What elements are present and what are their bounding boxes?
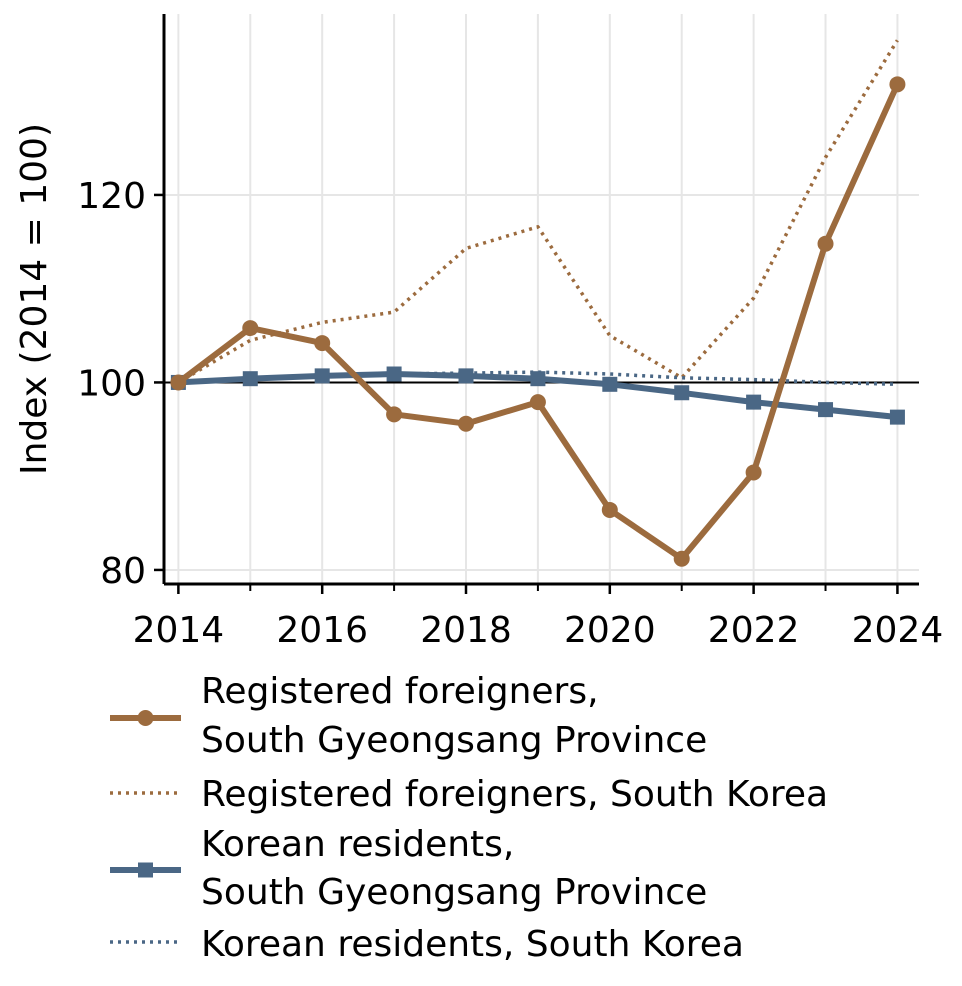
legend-item: Registered foreigners, South Korea bbox=[110, 774, 828, 815]
legend-label-line: Registered foreigners, bbox=[201, 671, 599, 712]
legend-item: Korean residents, South Korea bbox=[110, 924, 744, 965]
legend-label: Registered foreigners, South Gyeongsang P… bbox=[201, 671, 707, 761]
data-point-0 bbox=[673, 550, 690, 567]
x-tick-label: 2024 bbox=[852, 610, 944, 651]
legend-label: Registered foreigners, South Korea bbox=[201, 774, 828, 815]
data-point-0 bbox=[170, 374, 187, 391]
y-axis-title: Index (2014 = 100) bbox=[14, 123, 55, 475]
data-point-0 bbox=[242, 320, 259, 337]
data-point-2 bbox=[602, 376, 618, 392]
legend-label-line: Registered foreigners, South Korea bbox=[201, 774, 828, 815]
legend-label-line: Korean residents, South Korea bbox=[201, 924, 744, 965]
legend-label: Korean residents, South Gyeongsang Provin… bbox=[201, 824, 707, 913]
x-tick-label: 2022 bbox=[708, 610, 800, 651]
x-tick-label: 2018 bbox=[420, 610, 512, 651]
legend-item: Registered foreigners, South Gyeongsang P… bbox=[110, 671, 707, 761]
legend-label-line: South Gyeongsang Province bbox=[201, 872, 707, 913]
legend-label: Korean residents, South Korea bbox=[201, 924, 744, 965]
x-tick-label: 2014 bbox=[133, 610, 225, 651]
data-point-0 bbox=[386, 406, 403, 423]
y-tick-label: 80 bbox=[100, 551, 146, 592]
data-point-0 bbox=[314, 335, 331, 352]
legend-marker bbox=[137, 710, 154, 726]
data-point-0 bbox=[458, 415, 474, 432]
data-point-0 bbox=[817, 235, 834, 252]
data-point-2 bbox=[242, 371, 258, 387]
legend: Registered foreigners, South Gyeongsang P… bbox=[110, 671, 828, 965]
data-point-2 bbox=[386, 366, 402, 382]
data-point-0 bbox=[745, 464, 762, 481]
data-point-2 bbox=[889, 409, 905, 425]
x-tick-label: 2020 bbox=[564, 610, 656, 651]
y-tick-label: 100 bbox=[77, 363, 146, 404]
data-point-2 bbox=[530, 371, 546, 387]
legend-item: Korean residents, South Gyeongsang Provin… bbox=[110, 824, 707, 913]
data-point-0 bbox=[529, 394, 546, 411]
data-point-2 bbox=[746, 394, 762, 410]
x-tick-label: 2016 bbox=[276, 610, 368, 651]
data-point-0 bbox=[601, 501, 618, 518]
axes: 2014 2016 2018 2020 2022 2024 80 100 120 bbox=[77, 14, 943, 651]
data-point-2 bbox=[458, 368, 474, 384]
data-point-0 bbox=[889, 76, 906, 93]
series-line-1 bbox=[177, 39, 899, 384]
legend-marker bbox=[138, 862, 153, 878]
legend-label-line: Korean residents, bbox=[201, 824, 514, 865]
data-point-2 bbox=[818, 402, 834, 418]
y-tick-label: 120 bbox=[77, 176, 146, 217]
series-layer bbox=[170, 39, 906, 567]
legend-label-line: South Gyeongsang Province bbox=[201, 720, 707, 761]
data-point-2 bbox=[674, 385, 690, 401]
data-point-2 bbox=[314, 368, 330, 384]
